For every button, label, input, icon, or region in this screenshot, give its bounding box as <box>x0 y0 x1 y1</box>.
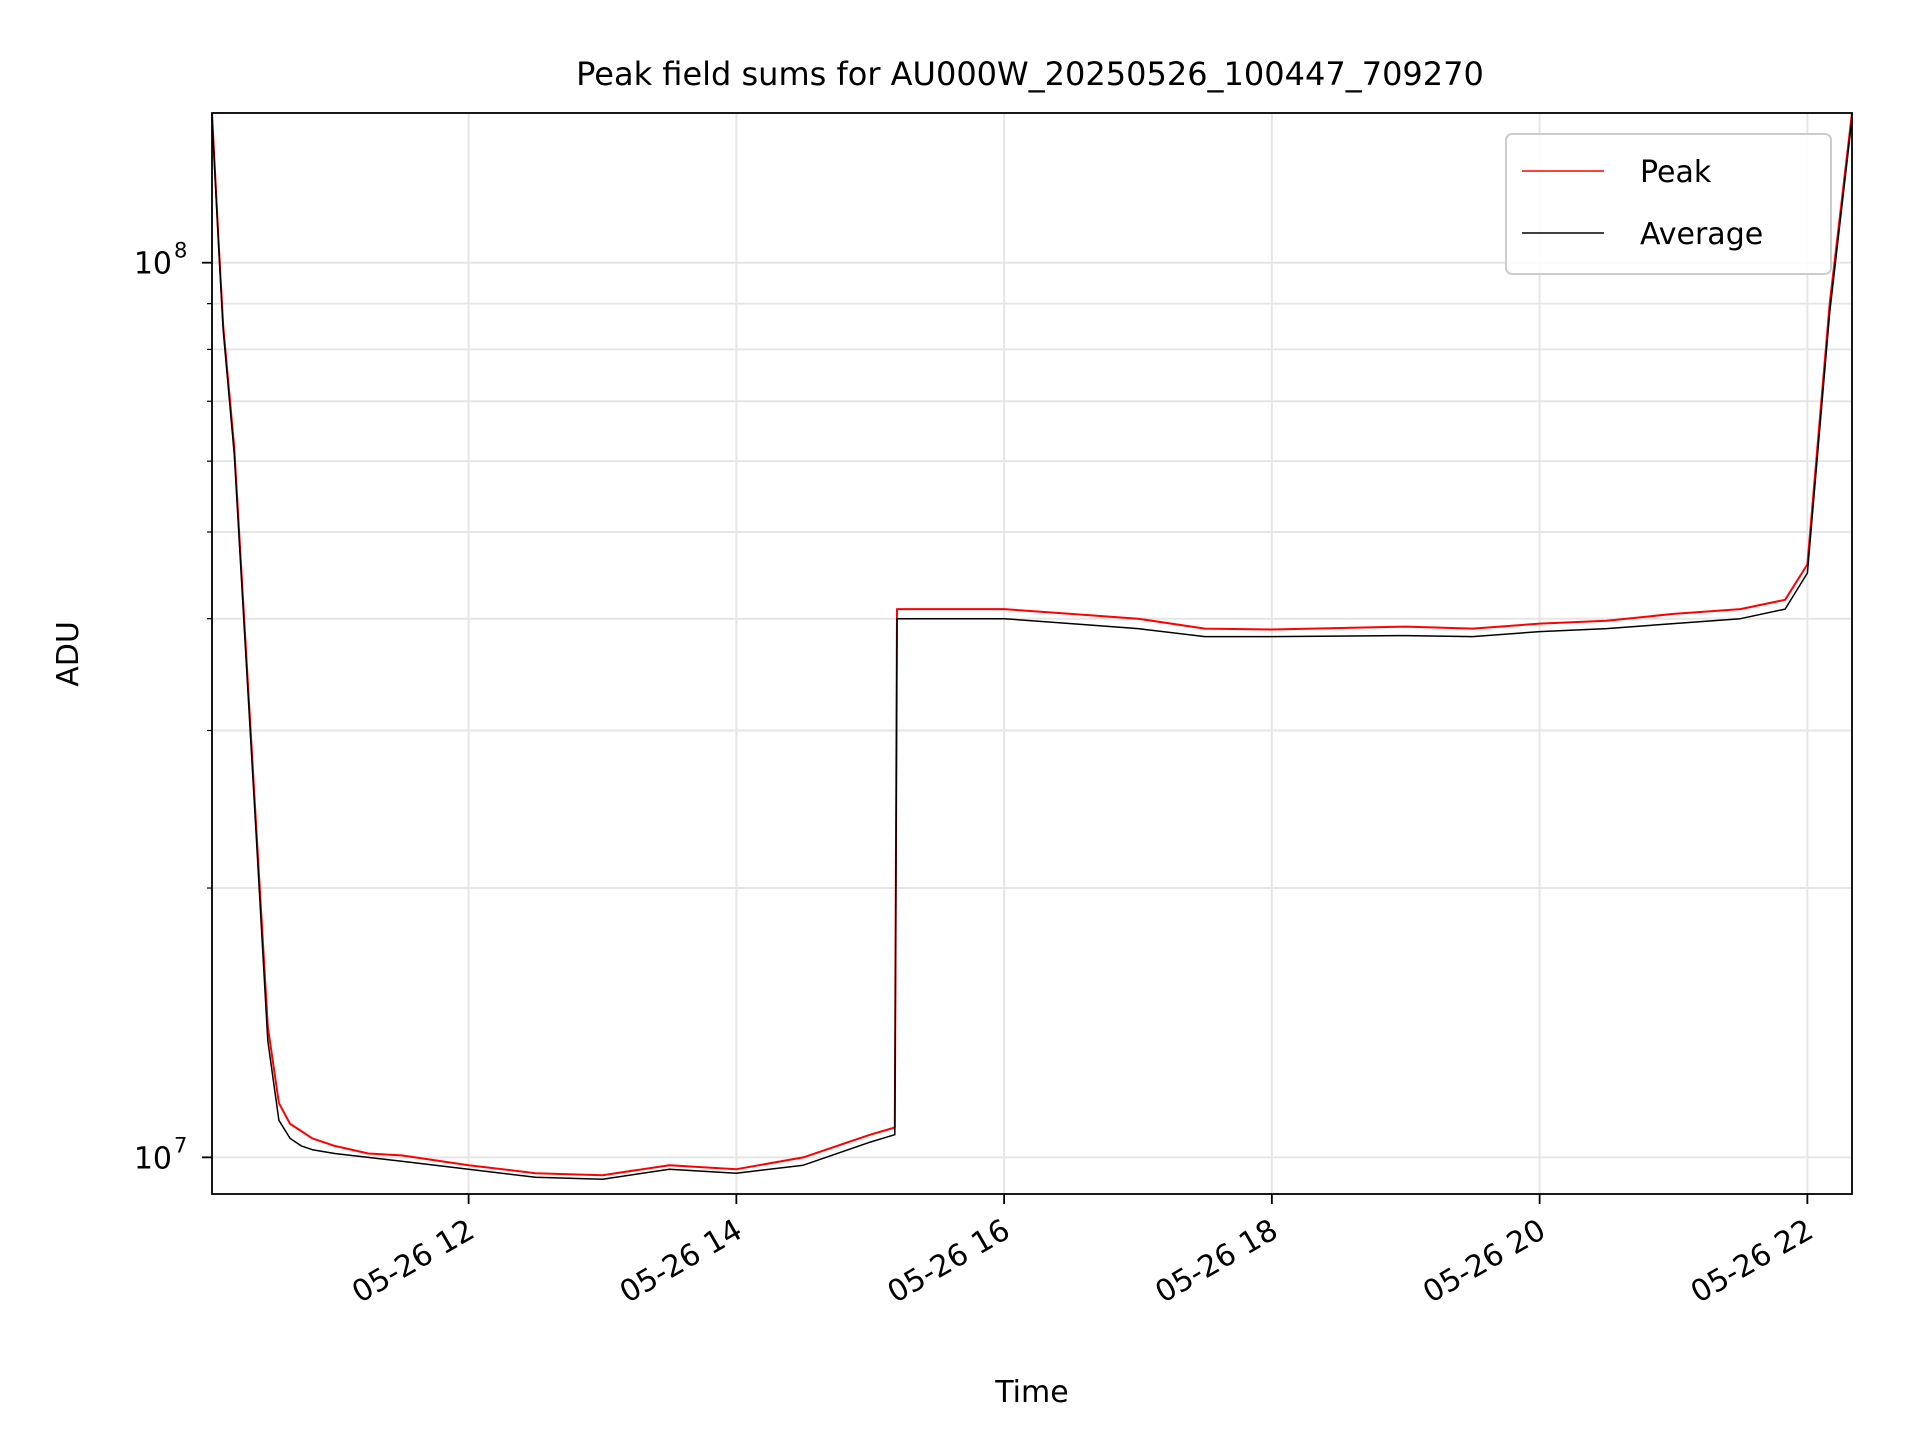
series-lines <box>211 112 1853 1181</box>
y-tick-label-exponent: 7 <box>174 1133 187 1157</box>
series-line-peak <box>211 112 1853 1177</box>
y-tick-label: 10 <box>134 1141 172 1176</box>
series-line-average <box>211 118 1853 1181</box>
legend: Peak Average <box>1505 133 1832 275</box>
legend-label-average: Average <box>1640 217 1763 252</box>
grid <box>212 113 1852 1194</box>
x-axis-label: Time <box>994 1375 1068 1410</box>
y-tick-label: 10 <box>134 247 172 282</box>
y-axis-label: ADU <box>51 621 86 687</box>
plot-frame <box>211 112 1853 1195</box>
legend-box <box>1505 133 1832 275</box>
chart-title: Peak field sums for AU000W_20250526_1004… <box>576 55 1484 93</box>
y-tick-label-exponent: 8 <box>174 239 187 263</box>
legend-label-peak: Peak <box>1640 155 1712 190</box>
